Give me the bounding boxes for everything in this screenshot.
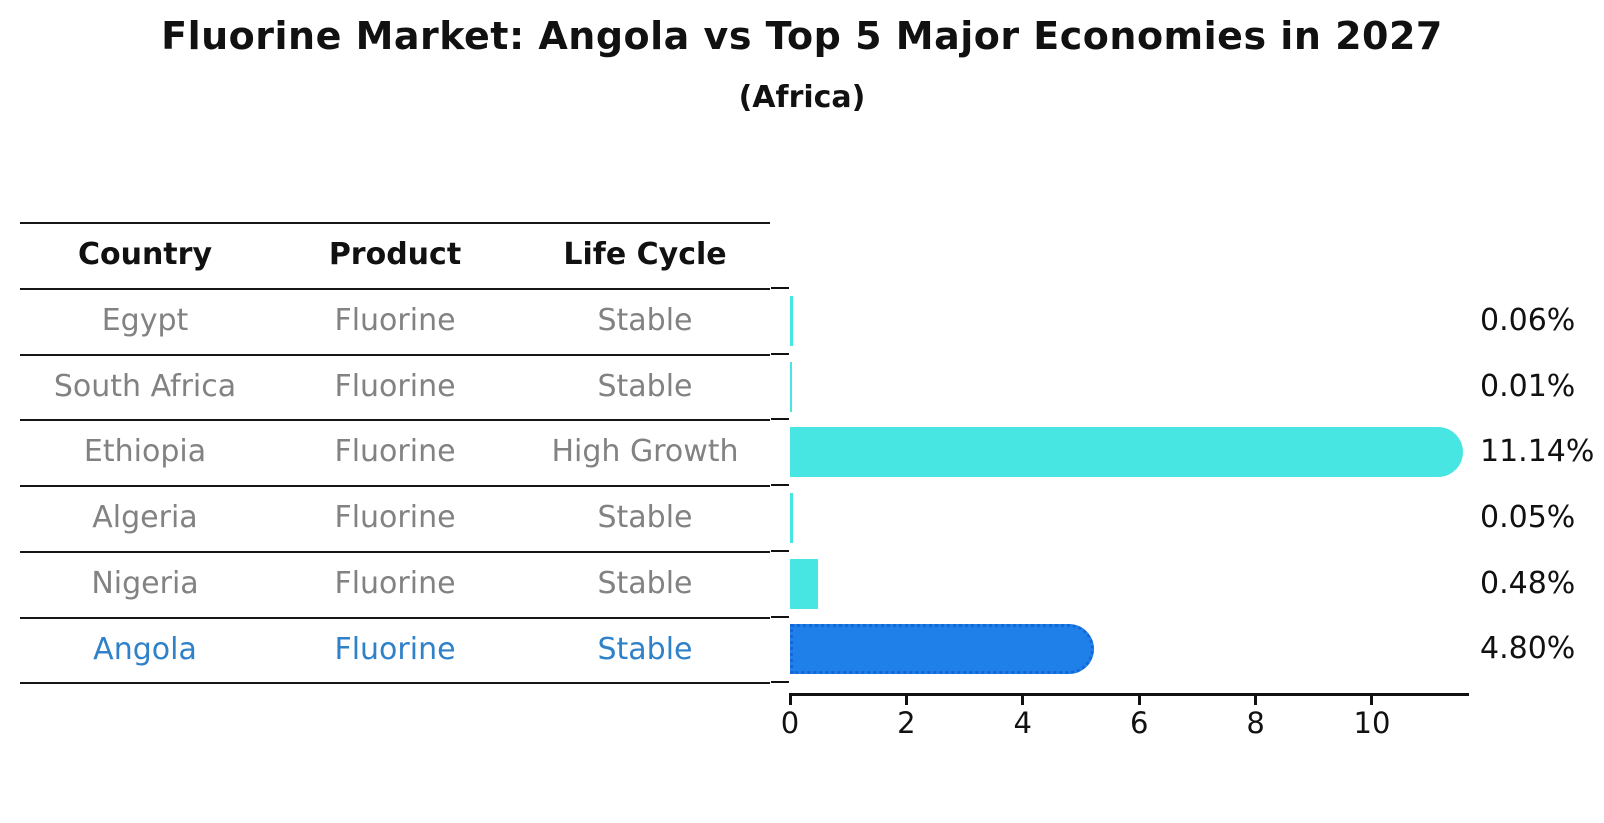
table-rule: [20, 353, 770, 356]
table-rule: [20, 682, 770, 685]
table-row-nigeria: Nigeria Fluorine Stable: [20, 551, 770, 617]
lifecycle-cell: Stable: [597, 500, 693, 536]
x-tick-label-4: 4: [1013, 706, 1033, 740]
y-axis-tick: [771, 287, 789, 289]
x-axis-tick: [788, 696, 792, 705]
x-axis-line: [789, 693, 1469, 696]
x-axis-tick: [1254, 696, 1258, 705]
header-life-cycle: Life Cycle: [563, 237, 727, 272]
table-rule: [20, 550, 770, 553]
table-rule: [20, 288, 770, 290]
header-country: Country: [77, 237, 213, 272]
table-row-ethiopia: Ethiopia Fluorine High Growth: [20, 419, 770, 485]
y-axis-tick: [771, 615, 789, 618]
country-cell: Nigeria: [91, 565, 199, 601]
y-axis-tick: [771, 681, 789, 684]
bar-angola: [790, 624, 1095, 675]
x-axis-tick: [1137, 696, 1141, 705]
chart-title: Fluorine Market: Angola vs Top 5 Major E…: [161, 14, 1443, 58]
table-header-row: Country Product Life Cycle: [20, 222, 770, 288]
table-rule: [20, 616, 770, 619]
value-label-egypt: 0.06%: [1480, 302, 1576, 338]
x-tick-label-2: 2: [897, 706, 916, 740]
table-row-algeria: Algeria Fluorine Stable: [20, 485, 770, 551]
bar-algeria: [790, 492, 793, 543]
product-cell: Fluorine: [334, 303, 456, 338]
product-cell: Fluorine: [334, 565, 456, 601]
y-axis-tick: [771, 352, 789, 355]
table-rule: [20, 222, 770, 224]
table-row-angola: Angola Fluorine Stable: [20, 617, 770, 683]
x-axis-tick: [1370, 696, 1374, 705]
y-axis-tick: [771, 484, 789, 487]
y-axis-tick: [771, 418, 789, 421]
bar-south-africa: [790, 361, 792, 412]
table-rule: [20, 419, 770, 422]
product-cell: Fluorine: [334, 368, 456, 404]
x-axis-tick: [1021, 696, 1025, 705]
country-cell: Egypt: [101, 303, 189, 338]
table-row-south-africa: South Africa Fluorine Stable: [20, 354, 770, 420]
value-label-nigeria: 0.48%: [1480, 565, 1576, 601]
table-rule: [20, 485, 770, 488]
bar-ethiopia: [790, 427, 1464, 478]
value-label-angola: 4.80%: [1480, 631, 1576, 667]
lifecycle-cell: Stable: [597, 631, 693, 667]
product-cell: Fluorine: [334, 631, 456, 667]
value-label-algeria: 0.05%: [1480, 499, 1576, 535]
product-cell: Fluorine: [334, 434, 456, 470]
lifecycle-cell: Stable: [597, 303, 693, 338]
country-cell: Angola: [93, 631, 197, 667]
x-tick-label-0: 0: [780, 706, 800, 740]
y-axis-tick: [771, 549, 789, 552]
lifecycle-cell: High Growth: [551, 434, 739, 470]
table-row-egypt: Egypt Fluorine Stable: [20, 288, 770, 354]
bar-nigeria: [790, 558, 818, 609]
product-cell: Fluorine: [334, 500, 456, 536]
country-cell: Ethiopia: [83, 434, 207, 470]
country-cell: Algeria: [92, 500, 198, 536]
header-product: Product: [328, 237, 462, 272]
value-label-south-africa: 0.01%: [1480, 368, 1576, 404]
x-tick-label-6: 6: [1129, 706, 1149, 740]
lifecycle-cell: Stable: [597, 368, 693, 404]
bar-egypt: [790, 295, 794, 346]
x-tick-label-8: 8: [1246, 706, 1265, 740]
x-tick-label-10: 10: [1353, 706, 1391, 740]
country-cell: South Africa: [53, 368, 237, 404]
lifecycle-cell: Stable: [597, 565, 693, 601]
chart-subtitle: (Africa): [738, 80, 866, 115]
x-axis-tick: [904, 696, 908, 705]
value-label-ethiopia: 11.14%: [1480, 434, 1595, 470]
